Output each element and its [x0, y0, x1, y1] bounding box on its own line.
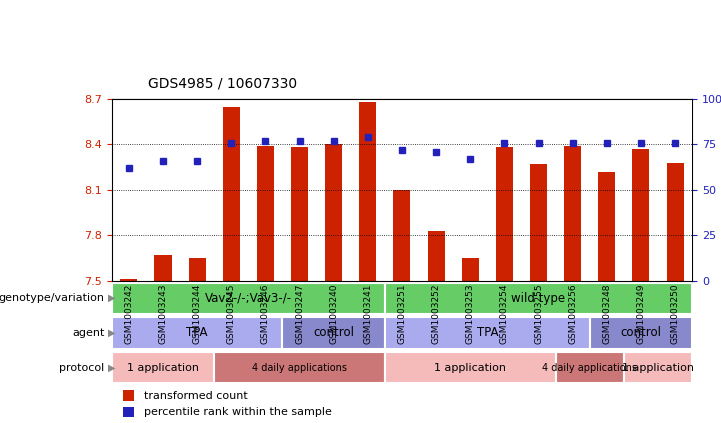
- Text: Vav2-/-;Vav3-/-: Vav2-/-;Vav3-/-: [205, 292, 292, 305]
- Text: agent: agent: [72, 328, 105, 338]
- Bar: [564, 146, 581, 281]
- Text: TPA: TPA: [477, 327, 498, 339]
- Bar: [112, 352, 214, 383]
- Text: control: control: [313, 327, 354, 339]
- Text: 1 application: 1 application: [434, 363, 506, 373]
- Bar: [154, 255, 172, 281]
- Bar: [428, 231, 445, 281]
- Bar: [385, 283, 692, 314]
- Text: genotype/variation: genotype/variation: [0, 293, 105, 303]
- Text: ▶: ▶: [108, 328, 115, 338]
- Text: percentile rank within the sample: percentile rank within the sample: [143, 407, 332, 417]
- Text: ▶: ▶: [108, 293, 115, 303]
- Bar: [624, 352, 692, 383]
- Bar: [461, 258, 479, 281]
- Bar: [530, 164, 547, 281]
- Bar: [223, 107, 240, 281]
- Bar: [394, 190, 410, 281]
- Bar: [556, 352, 624, 383]
- Bar: [123, 390, 134, 401]
- Bar: [496, 148, 513, 281]
- Text: 4 daily applications: 4 daily applications: [252, 363, 347, 373]
- Text: ▶: ▶: [108, 363, 115, 373]
- Bar: [359, 102, 376, 281]
- Text: 4 daily applications: 4 daily applications: [542, 363, 637, 373]
- Bar: [666, 163, 684, 281]
- Bar: [291, 148, 308, 281]
- Bar: [257, 146, 274, 281]
- Bar: [214, 352, 385, 383]
- Bar: [632, 149, 650, 281]
- Bar: [325, 144, 342, 281]
- Text: wild type: wild type: [511, 292, 565, 305]
- Text: protocol: protocol: [59, 363, 105, 373]
- Text: 1 application: 1 application: [127, 363, 199, 373]
- Bar: [123, 407, 134, 417]
- Text: TPA: TPA: [186, 327, 208, 339]
- Text: transformed count: transformed count: [143, 390, 247, 401]
- Bar: [189, 258, 205, 281]
- Bar: [112, 283, 385, 314]
- Bar: [385, 352, 556, 383]
- Bar: [112, 317, 283, 349]
- Text: GDS4985 / 10607330: GDS4985 / 10607330: [148, 77, 297, 91]
- Text: 1 application: 1 application: [622, 363, 694, 373]
- Bar: [283, 317, 385, 349]
- Bar: [590, 317, 692, 349]
- Text: control: control: [621, 327, 661, 339]
- Bar: [598, 172, 615, 281]
- Bar: [120, 279, 138, 281]
- Bar: [385, 317, 590, 349]
